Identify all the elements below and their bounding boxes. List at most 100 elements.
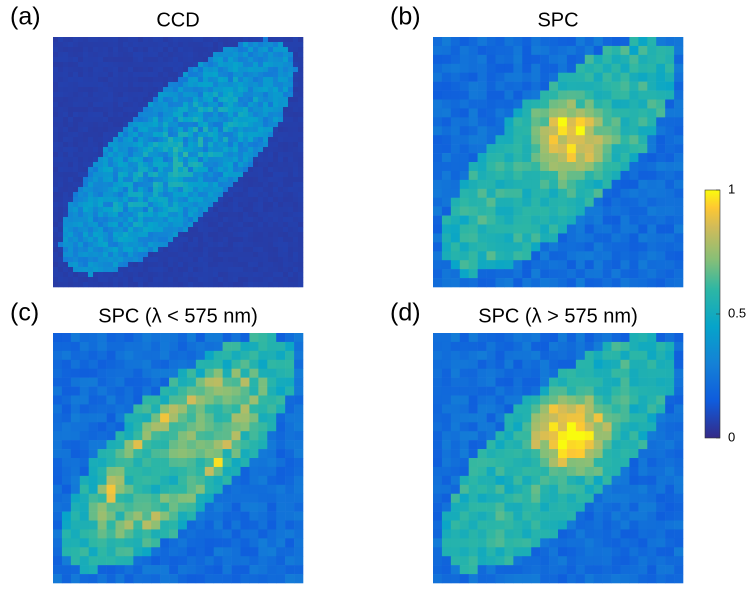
heatmap-cell bbox=[263, 272, 268, 277]
heatmap-cell bbox=[153, 122, 158, 127]
heatmap-cell bbox=[58, 62, 63, 67]
heatmap-cell bbox=[163, 177, 168, 182]
heatmap-cell bbox=[93, 87, 98, 92]
heatmap-cell bbox=[68, 242, 73, 247]
heatmap-cell bbox=[585, 333, 594, 342]
heatmap-cell bbox=[603, 73, 612, 82]
heatmap-cell bbox=[158, 262, 163, 267]
heatmap-cell bbox=[638, 82, 647, 91]
heatmap-cell bbox=[214, 396, 223, 405]
heatmap-cell bbox=[128, 252, 133, 257]
heatmap-cell bbox=[522, 242, 531, 251]
heatmap-cell bbox=[603, 387, 612, 396]
heatmap-cell bbox=[451, 494, 460, 503]
heatmap-cell bbox=[576, 108, 585, 117]
heatmap-cell bbox=[442, 135, 451, 144]
heatmap-cell bbox=[160, 476, 169, 485]
heatmap-cell bbox=[263, 132, 268, 137]
heatmap-cell bbox=[148, 222, 153, 227]
heatmap-cell bbox=[133, 97, 138, 102]
heatmap-cell bbox=[253, 217, 258, 222]
heatmap-cell bbox=[187, 538, 196, 547]
heatmap-cell bbox=[522, 404, 531, 413]
heatmap-cell bbox=[138, 87, 143, 92]
heatmap-cell bbox=[133, 72, 138, 77]
heatmap-cell bbox=[123, 47, 128, 52]
heatmap-cell bbox=[674, 574, 683, 583]
heatmap-cell bbox=[278, 167, 283, 172]
heatmap-cell bbox=[268, 252, 273, 257]
heatmap-cell bbox=[674, 153, 683, 162]
heatmap-cell bbox=[213, 82, 218, 87]
heatmap-cell bbox=[433, 82, 442, 91]
heatmap-cell bbox=[113, 102, 118, 107]
heatmap-cell bbox=[53, 117, 58, 122]
heatmap-cell bbox=[53, 107, 58, 112]
heatmap-cell bbox=[78, 267, 83, 272]
heatmap-cell bbox=[540, 494, 549, 503]
heatmap-cell bbox=[647, 351, 656, 360]
heatmap-cell bbox=[78, 272, 83, 277]
heatmap-cell bbox=[124, 396, 133, 405]
heatmap-cell bbox=[433, 135, 442, 144]
heatmap-cell bbox=[223, 232, 228, 237]
heatmap-cell bbox=[504, 413, 513, 422]
heatmap-cell bbox=[71, 529, 80, 538]
heatmap-cell bbox=[603, 574, 612, 583]
heatmap-cell bbox=[103, 42, 108, 47]
heatmap-cell bbox=[196, 476, 205, 485]
heatmap-cell bbox=[193, 217, 198, 222]
heatmap-cell bbox=[98, 556, 107, 565]
heatmap-cell bbox=[621, 46, 630, 55]
heatmap-cell bbox=[469, 369, 478, 378]
heatmap-cell bbox=[258, 72, 263, 77]
heatmap-cell bbox=[540, 387, 549, 396]
heatmap-cell bbox=[487, 144, 496, 153]
heatmap-cell bbox=[73, 232, 78, 237]
heatmap-cell bbox=[133, 369, 142, 378]
heatmap-cell bbox=[487, 449, 496, 458]
heatmap-cell bbox=[53, 222, 58, 227]
heatmap-cell bbox=[158, 232, 163, 237]
heatmap-cell bbox=[558, 369, 567, 378]
heatmap-cell bbox=[278, 207, 283, 212]
heatmap-cell bbox=[133, 127, 138, 132]
heatmap-cell bbox=[80, 431, 89, 440]
heatmap-cell bbox=[223, 67, 228, 72]
heatmap-cell bbox=[218, 152, 223, 157]
heatmap-cell bbox=[294, 342, 303, 351]
heatmap-cell bbox=[151, 556, 160, 565]
heatmap-cell bbox=[128, 92, 133, 97]
heatmap-cell bbox=[629, 342, 638, 351]
heatmap-cell bbox=[594, 467, 603, 476]
heatmap-cell bbox=[638, 413, 647, 422]
heatmap-cell bbox=[188, 187, 193, 192]
heatmap-cell bbox=[442, 413, 451, 422]
heatmap-cell bbox=[53, 192, 58, 197]
heatmap-cell bbox=[258, 277, 263, 282]
heatmap-cell bbox=[63, 197, 68, 202]
heatmap-cell bbox=[208, 107, 213, 112]
heatmap-cell bbox=[629, 233, 638, 242]
heatmap-cell bbox=[278, 77, 283, 82]
heatmap-cell bbox=[258, 458, 267, 467]
heatmap-cell bbox=[232, 449, 241, 458]
heatmap-cell bbox=[487, 55, 496, 64]
heatmap-cell bbox=[188, 92, 193, 97]
heatmap-cell bbox=[178, 282, 183, 287]
heatmap-cell bbox=[107, 485, 116, 494]
heatmap-cell bbox=[531, 46, 540, 55]
heatmap-cell bbox=[594, 242, 603, 251]
heatmap-cell bbox=[71, 404, 80, 413]
heatmap-cell bbox=[656, 351, 665, 360]
heatmap-cell bbox=[469, 333, 478, 342]
heatmap-cell bbox=[62, 512, 71, 521]
heatmap-cell bbox=[567, 180, 576, 189]
heatmap-cell bbox=[138, 242, 143, 247]
heatmap-cell bbox=[73, 52, 78, 57]
heatmap-cell bbox=[540, 565, 549, 574]
heatmap-cell bbox=[638, 91, 647, 100]
heatmap-cell bbox=[294, 503, 303, 512]
heatmap-cell bbox=[163, 47, 168, 52]
heatmap-cell bbox=[558, 162, 567, 171]
